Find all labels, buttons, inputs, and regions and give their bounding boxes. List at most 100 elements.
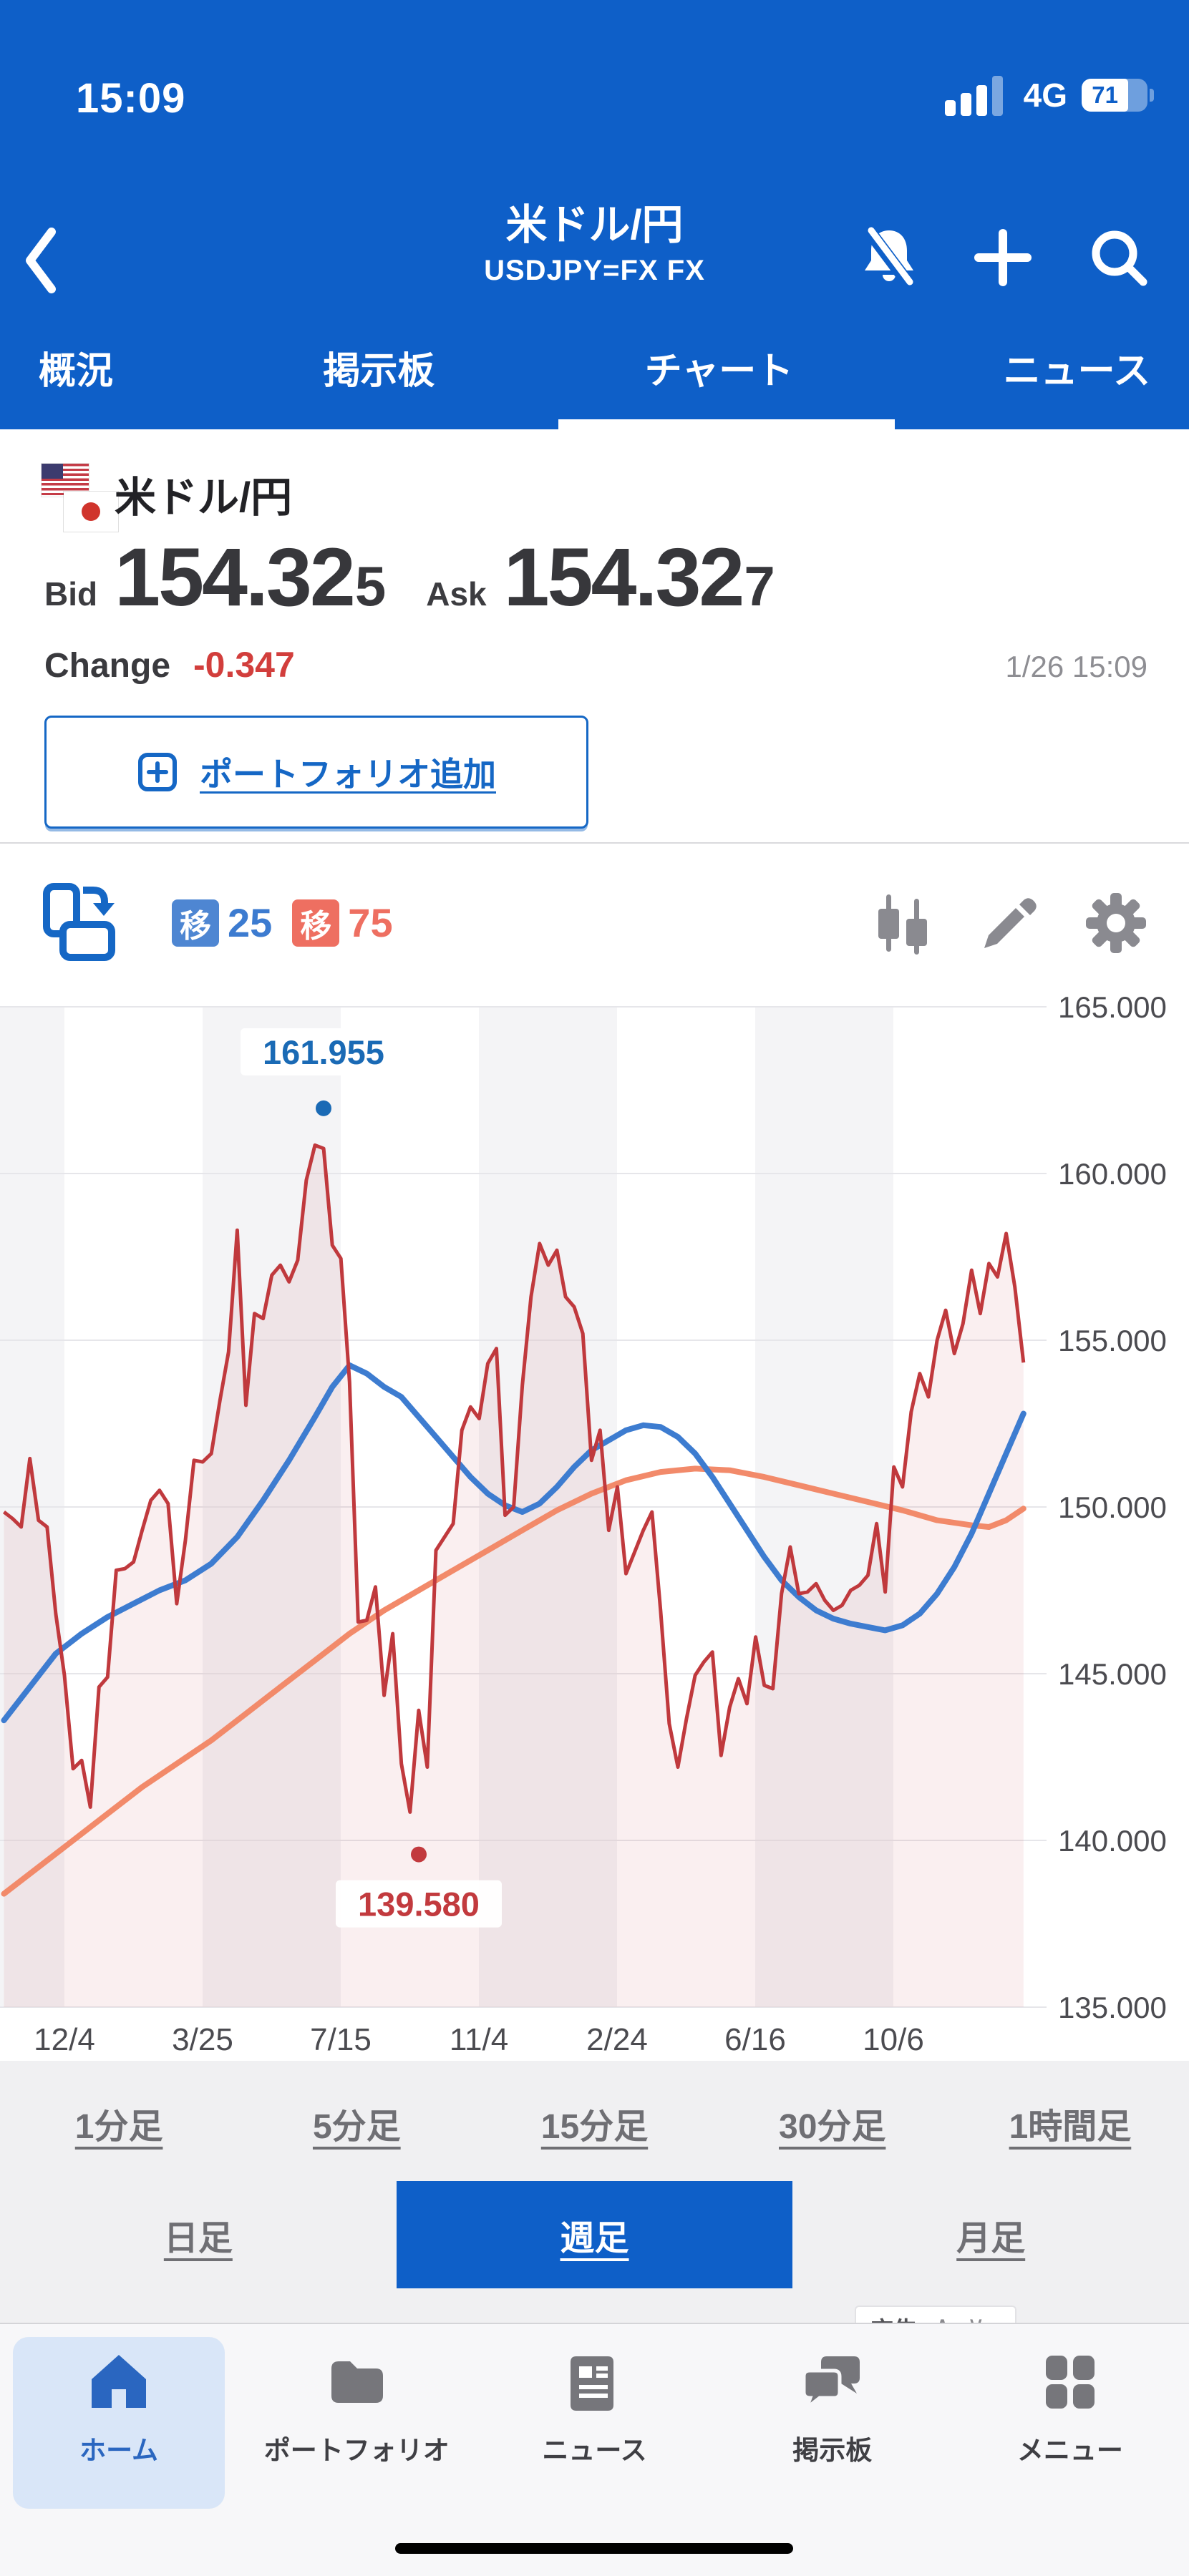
network-type: 4G — [1023, 77, 1067, 114]
symbol-code: USDJPY=FX FX — [484, 255, 705, 286]
svg-text:11/4: 11/4 — [450, 2022, 508, 2057]
tabbar-label: ホーム — [79, 2436, 159, 2465]
us-flag-icon — [42, 464, 89, 497]
home-icon — [92, 2355, 147, 2408]
add-portfolio-button[interactable]: ポートフォリオ追加 — [44, 716, 588, 829]
change-row: Change -0.347 1/26 15:09 — [44, 644, 1147, 686]
timeframe-1min[interactable]: 1分足 — [74, 2108, 163, 2146]
battery-nub — [1150, 89, 1154, 102]
svg-text:140.000: 140.000 — [1058, 1824, 1167, 1858]
svg-text:7/15: 7/15 — [310, 2022, 372, 2057]
japan-flag-icon — [67, 495, 115, 528]
timeframe-selector: 1分足 5分足 15分足 30分足 1時間足 日足 週足 月足 — [0, 2061, 1189, 2323]
ma-legend[interactable]: 移 25 移 75 — [172, 899, 413, 947]
timeframe-30min[interactable]: 30分足 — [779, 2108, 886, 2146]
ma-short-badge: 移 — [172, 899, 219, 947]
tabbar-label: ニュース — [542, 2436, 647, 2465]
bid-label: Bid — [44, 575, 98, 613]
svg-text:12/4: 12/4 — [34, 2022, 95, 2057]
ma-short-period: 25 — [228, 900, 273, 945]
chevron-left-icon — [26, 228, 56, 293]
svg-text:135.000: 135.000 — [1058, 1991, 1167, 2024]
status-right-cluster: 4G 71 — [944, 74, 1154, 116]
chart-toolbar-right — [871, 890, 1147, 956]
timeframe-daily[interactable]: 日足 — [163, 2220, 233, 2258]
page-title-block: 米ドル/円 USDJPY=FX FX — [0, 203, 1189, 287]
svg-text:165.000: 165.000 — [1058, 990, 1167, 1024]
notification-off-button[interactable] — [861, 226, 917, 289]
ma-long-period: 75 — [348, 900, 393, 945]
timeframe-weekly[interactable]: 週足 — [560, 2220, 629, 2258]
ask-value: 154.32 — [503, 532, 745, 623]
add-portfolio-label: ポートフォリオ追加 — [200, 756, 496, 793]
pair-name: 米ドル/円 — [115, 474, 293, 521]
svg-text:10/6: 10/6 — [863, 2022, 924, 2057]
svg-text:6/16: 6/16 — [724, 2022, 786, 2057]
chart-area: 165.000 160.000 155.000 150.000 145.000 140.0… — [0, 980, 1189, 2075]
candlestick-chart-button[interactable] — [871, 890, 934, 956]
timeframe-5min[interactable]: 5分足 — [312, 2108, 401, 2146]
header-actions — [861, 226, 1149, 289]
svg-text:160.000: 160.000 — [1058, 1157, 1167, 1191]
signal-strength-icon — [944, 76, 1003, 116]
svg-text:2/24: 2/24 — [586, 2022, 648, 2057]
tabbar-label: ポートフォリオ — [263, 2436, 450, 2465]
add-button[interactable] — [974, 229, 1032, 286]
plus-square-icon — [138, 753, 177, 791]
timeframe-row-minutes: 1分足 5分足 15分足 30分足 1時間足 — [0, 2061, 1189, 2148]
quote-timestamp: 1/26 15:09 — [1005, 650, 1147, 683]
search-button[interactable] — [1089, 228, 1149, 288]
status-time: 15:09 — [76, 75, 186, 122]
price-chart[interactable]: 165.000 160.000 155.000 150.000 145.000 140.0… — [0, 980, 1189, 2075]
home-indicator — [395, 2543, 793, 2554]
timeframe-1hour[interactable]: 1時間足 — [1009, 2108, 1132, 2146]
tab-overview[interactable]: 概況 — [39, 350, 114, 392]
bid-ask-row: Bid 154.32 5 Ask 154.32 7 — [44, 537, 775, 619]
bid-value-last-digit: 5 — [354, 555, 387, 618]
bottom-tab-bar: ホーム ポートフォリオ ニュース — [0, 2323, 1189, 2576]
timeframe-daily-cell[interactable]: 日足 — [0, 2181, 397, 2288]
timeframe-monthly-cell[interactable]: 月足 — [792, 2181, 1189, 2288]
bid-value: 154.32 — [115, 532, 356, 623]
back-button[interactable] — [20, 225, 62, 296]
tabbar-label: メニュー — [1016, 2436, 1123, 2465]
ask-value-last-digit: 7 — [744, 555, 775, 618]
tabbar-label: 掲示板 — [792, 2436, 873, 2465]
section-divider — [0, 842, 1189, 844]
tab-news[interactable]: ニュース — [1003, 350, 1150, 392]
ask-label: Ask — [426, 575, 487, 613]
page-title: 米ドル/円 — [505, 202, 684, 248]
tabbar-item-board[interactable]: 掲示板 — [714, 2324, 951, 2576]
tab-chart[interactable]: チャート — [644, 350, 794, 392]
draw-pencil-button[interactable] — [979, 892, 1040, 954]
ma-long-badge: 移 — [292, 899, 340, 947]
tab-board[interactable]: 掲示板 — [323, 350, 435, 392]
chart-toolbar: 移 25 移 75 — [0, 844, 1189, 1002]
svg-text:161.955: 161.955 — [263, 1033, 384, 1071]
tabbar-item-menu[interactable]: メニュー — [951, 2324, 1189, 2576]
speech-bubbles-icon — [802, 2356, 860, 2411]
active-tab-underline — [558, 419, 895, 429]
change-label: Change — [44, 647, 171, 685]
tabbar-item-news[interactable]: ニュース — [475, 2324, 713, 2576]
timeframe-15min[interactable]: 15分足 — [540, 2108, 649, 2146]
svg-text:145.000: 145.000 — [1058, 1657, 1167, 1691]
timeframe-row-periods: 日足 週足 月足 — [0, 2181, 1189, 2288]
tabbar-item-home[interactable]: ホーム — [0, 2324, 238, 2576]
svg-text:155.000: 155.000 — [1058, 1324, 1167, 1357]
folder-icon — [331, 2361, 384, 2403]
timeframe-monthly[interactable]: 月足 — [956, 2220, 1026, 2258]
header: 15:09 4G 71 米ドル/円 USDJPY=FX FX — [0, 0, 1189, 429]
grid-menu-icon — [1045, 2356, 1095, 2409]
tabbar-item-portfolio[interactable]: ポートフォリオ — [238, 2324, 475, 2576]
change-value: -0.347 — [193, 645, 295, 685]
battery-fill — [1082, 79, 1129, 112]
timeframe-weekly-cell[interactable]: 週足 — [396, 2181, 793, 2288]
settings-gear-button[interactable] — [1084, 892, 1147, 955]
rotate-chart-button[interactable] — [42, 882, 116, 965]
svg-text:150.000: 150.000 — [1058, 1491, 1167, 1524]
battery-percent: 71 — [1092, 82, 1119, 108]
newspaper-icon — [570, 2356, 613, 2411]
battery-icon: 71 — [1082, 79, 1154, 112]
